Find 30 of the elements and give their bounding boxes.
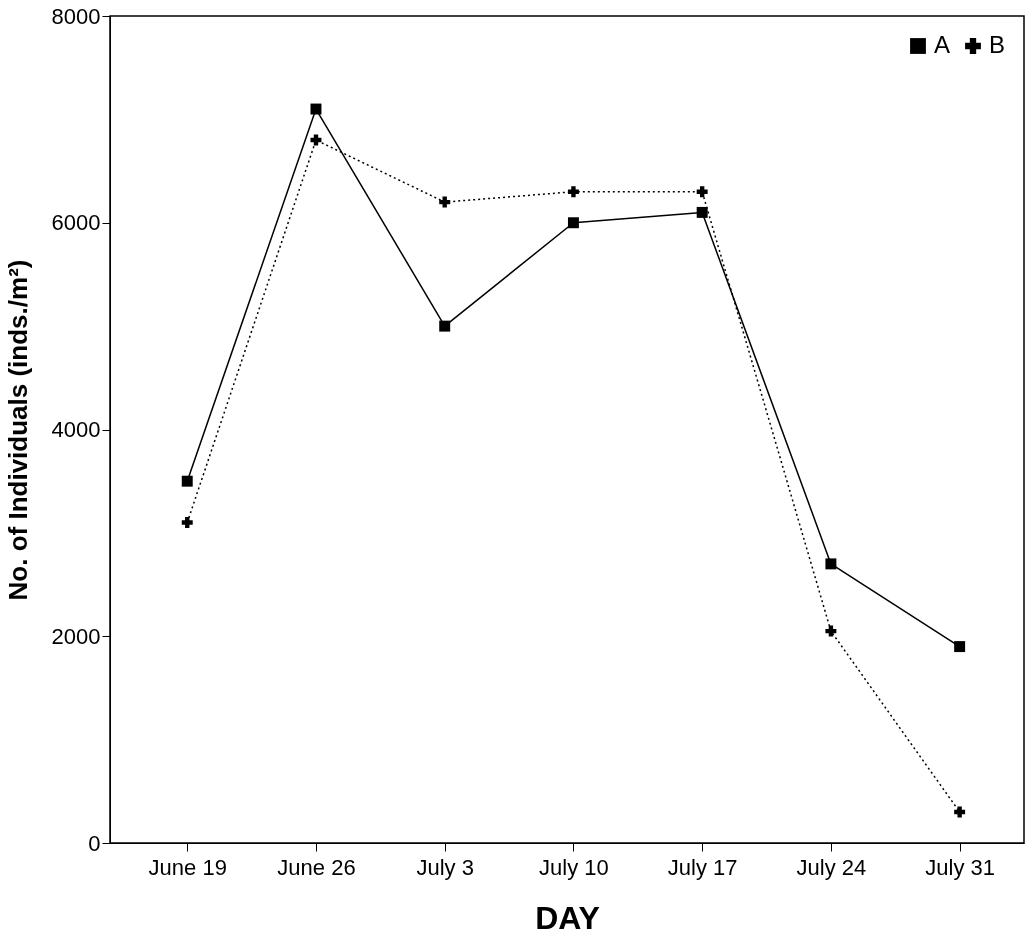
x-tick-label: July 17 [667, 854, 738, 880]
y-axis-title: No. of Individuals (inds./m²) [2, 259, 33, 601]
legend-label: A [934, 31, 951, 58]
point [567, 186, 579, 198]
point [310, 103, 322, 115]
point [310, 134, 322, 146]
point [825, 625, 837, 637]
x-tick-label: July 31 [925, 854, 995, 880]
point [696, 186, 708, 198]
x-tick-label: July 3 [416, 854, 474, 880]
y-tick-label: 6000 [51, 210, 101, 236]
x-tick-label: July 24 [796, 854, 867, 880]
x-tick-label: June 19 [148, 854, 227, 880]
legend-label: B [989, 31, 1006, 58]
point [439, 320, 451, 332]
point [439, 196, 451, 208]
x-tick-label: July 10 [539, 854, 609, 880]
point [181, 475, 193, 487]
point [567, 217, 579, 229]
point [954, 641, 966, 653]
point [954, 806, 966, 818]
y-tick-label: 4000 [51, 417, 101, 442]
point [181, 517, 193, 529]
y-tick-label: 8000 [51, 3, 101, 29]
x-axis-title: DAY [535, 899, 600, 936]
point [825, 558, 837, 570]
y-tick-label: 0 [88, 830, 101, 856]
x-tick-label: June 26 [277, 854, 356, 880]
point [696, 206, 708, 218]
y-tick-label: 2000 [51, 623, 101, 649]
